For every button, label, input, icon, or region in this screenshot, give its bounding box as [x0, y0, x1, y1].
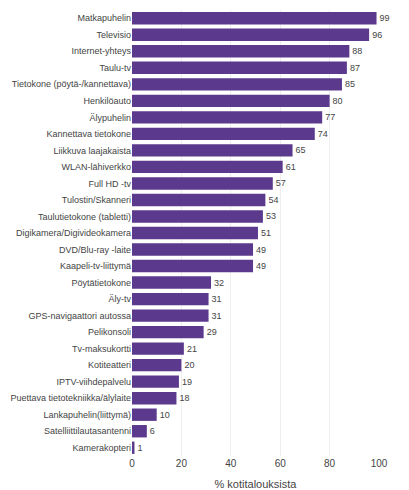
svg-text:49: 49	[256, 261, 266, 271]
svg-text:88: 88	[352, 46, 362, 56]
svg-text:61: 61	[286, 162, 296, 172]
svg-text:21: 21	[187, 344, 197, 354]
svg-text:Matkapuhelin: Matkapuhelin	[77, 13, 131, 23]
svg-text:96: 96	[372, 30, 382, 40]
svg-text:99: 99	[380, 13, 390, 23]
svg-text:1: 1	[137, 443, 142, 453]
svg-text:Kamerakopteri: Kamerakopteri	[72, 443, 131, 453]
svg-text:DVD/Blu-ray -laite: DVD/Blu-ray -laite	[59, 245, 131, 255]
svg-text:19: 19	[182, 377, 192, 387]
svg-text:Pelikonsoli: Pelikonsoli	[88, 327, 131, 337]
svg-text:GPS-navigaattori autossa: GPS-navigaattori autossa	[28, 311, 131, 321]
svg-text:53: 53	[266, 211, 276, 221]
svg-text:57: 57	[276, 178, 286, 188]
svg-text:20: 20	[184, 360, 194, 370]
svg-text:Kotiteatteri: Kotiteatteri	[88, 360, 131, 370]
svg-text:Henkilöauto: Henkilöauto	[83, 96, 131, 106]
svg-text:Kannettava tietokone: Kannettava tietokone	[46, 129, 131, 139]
svg-text:Internet-yhteys: Internet-yhteys	[71, 46, 131, 56]
svg-text:Lankapuhelin(liittymä): Lankapuhelin(liittymä)	[43, 410, 131, 420]
svg-text:29: 29	[207, 327, 217, 337]
svg-text:IPTV-viihdepalvelu: IPTV-viihdepalvelu	[56, 377, 131, 387]
svg-text:87: 87	[350, 63, 360, 73]
svg-text:0: 0	[129, 458, 135, 469]
svg-text:100: 100	[371, 458, 388, 469]
svg-text:31: 31	[212, 311, 222, 321]
svg-text:Äly-tv: Äly-tv	[109, 294, 132, 304]
svg-text:65: 65	[296, 145, 306, 155]
svg-text:Full HD -tv: Full HD -tv	[89, 179, 132, 189]
svg-text:Puettava tietotekniikka/älylai: Puettava tietotekniikka/älylaite	[10, 393, 131, 403]
svg-text:77: 77	[325, 112, 335, 122]
svg-text:32: 32	[214, 278, 224, 288]
svg-text:Kaapeli-tv-liittymä: Kaapeli-tv-liittymä	[60, 261, 131, 271]
svg-text:80: 80	[324, 458, 336, 469]
svg-text:40: 40	[225, 458, 237, 469]
svg-text:Pöytätietokone: Pöytätietokone	[71, 278, 131, 288]
svg-text:80: 80	[333, 96, 343, 106]
svg-text:Älypuhelin: Älypuhelin	[89, 113, 131, 123]
svg-text:Taulu-tv: Taulu-tv	[99, 63, 131, 73]
svg-text:Taulutietokone (tabletti): Taulutietokone (tabletti)	[38, 212, 131, 222]
svg-text:18: 18	[179, 393, 189, 403]
svg-text:74: 74	[318, 129, 328, 139]
svg-text:6: 6	[150, 426, 155, 436]
svg-text:60: 60	[275, 458, 287, 469]
svg-text:31: 31	[212, 294, 222, 304]
svg-text:Televisio: Televisio	[96, 30, 131, 40]
svg-text:Tietokone (pöytä-/kannettava): Tietokone (pöytä-/kannettava)	[12, 79, 131, 89]
svg-text:Digikamera/Digivideokamera: Digikamera/Digivideokamera	[16, 228, 131, 238]
svg-text:Satelliittilautasantenni: Satelliittilautasantenni	[44, 426, 131, 436]
svg-text:49: 49	[256, 245, 266, 255]
svg-text:54: 54	[268, 195, 278, 205]
svg-text:Tv-maksukortti: Tv-maksukortti	[72, 344, 131, 354]
svg-text:85: 85	[345, 79, 355, 89]
svg-text:51: 51	[261, 228, 271, 238]
svg-text:Tulostin/Skanneri: Tulostin/Skanneri	[62, 195, 131, 205]
svg-text:20: 20	[176, 458, 188, 469]
svg-text:% kotitalouksista: % kotitalouksista	[215, 478, 298, 490]
svg-text:WLAN-lähiverkko: WLAN-lähiverkko	[61, 162, 131, 172]
svg-text:10: 10	[160, 410, 170, 420]
svg-text:Liikkuva laajakaista: Liikkuva laajakaista	[53, 146, 131, 156]
